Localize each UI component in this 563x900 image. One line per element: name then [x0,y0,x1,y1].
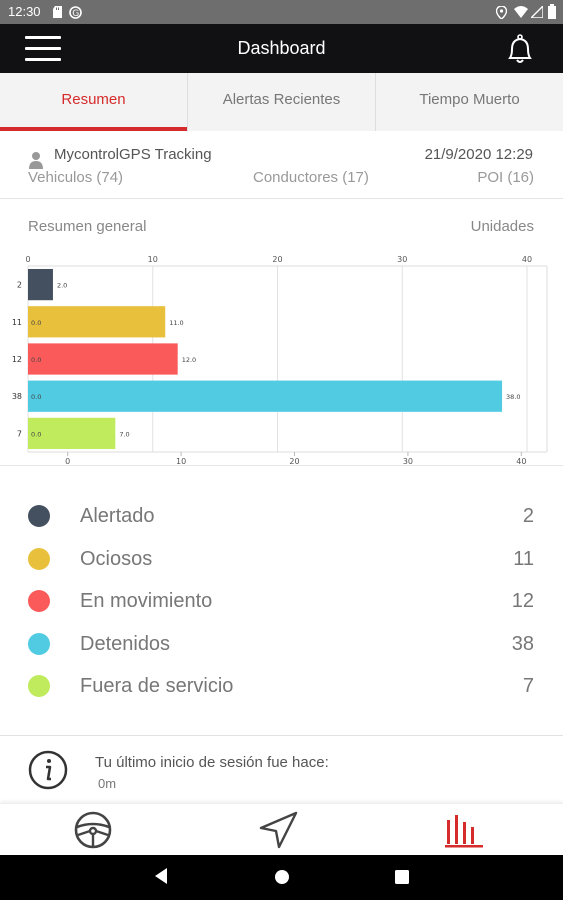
menu-icon-bar [25,58,61,61]
bottom-nav [0,803,563,855]
divider [0,465,563,466]
info-icon [28,750,68,790]
cellular-signal-icon [531,6,543,18]
top-axis-tick-label: 10 [148,255,158,264]
notifications-button[interactable] [503,32,537,66]
top-axis-tick-label: 20 [272,255,282,264]
legend-dot [28,590,50,612]
nav-drivers[interactable] [71,810,115,850]
nav-map[interactable] [257,810,301,850]
company-name: MycontrolGPS Tracking [54,146,212,163]
legend-value: 12 [511,590,534,612]
top-axis-tick-label: 0 [25,255,30,264]
bar-inner-label: 0.0 [31,319,41,327]
bar-value-label: 7.0 [119,430,129,438]
tab-alertas-recientes[interactable]: Alertas Recientes [188,73,376,131]
category-label: 12 [12,355,22,364]
bottom-axis-tick-label: 10 [176,457,186,466]
drivers-count: Conductores (17) [253,169,369,186]
recent-apps-icon[interactable] [395,870,409,884]
bottom-axis-tick-label: 40 [516,457,526,466]
bar-value-label: 11.0 [169,319,183,327]
last-login-value: 0m [98,776,117,791]
bar-inner-label: 0.0 [31,356,41,364]
bar-value-label: 12.0 [182,356,196,364]
status-time: 12:30 [8,4,41,19]
legend-dot [28,547,50,570]
wifi-icon [514,6,528,18]
legend-row-en-movimiento[interactable]: En movimiento 12 [0,580,563,623]
bar-chart-icon [445,815,483,848]
home-icon[interactable] [274,869,290,885]
legend-value: 11 [513,547,534,570]
tab-resumen[interactable]: Resumen [0,73,188,131]
legend-label: En movimiento [80,590,213,612]
menu-icon [25,36,61,39]
legend-value: 38 [511,632,534,655]
bottom-axis-tick-label: 30 [403,457,413,466]
chart-bar [28,380,503,412]
app-header: Dashboard [0,24,563,73]
page-title: Dashboard [237,38,326,58]
svg-text:G: G [72,9,79,19]
tab-tiempo-muerto[interactable]: Tiempo Muerto [419,91,520,108]
chart-bar [28,306,166,338]
legend-row-detenidos[interactable]: Detenidos 38 [0,623,563,666]
legend-value: 7 [522,675,534,697]
bottom-axis-tick-label: 0 [65,457,70,466]
legend-dot [28,675,50,697]
last-update-datetime: 21/9/2020 12:29 [424,146,533,163]
menu-icon-bar [25,47,61,50]
menu-button[interactable] [25,34,61,62]
tab-bar: Resumen Alertas Recientes Tiempo Muerto [0,73,563,131]
sd-card-icon [53,6,62,18]
back-icon[interactable] [153,867,169,885]
poi-count: POI (16) [477,169,534,186]
legend-label: Detenidos [80,632,171,655]
steering-wheel-icon [74,811,112,849]
chart-bar [28,268,53,301]
sync-icon: G [69,6,82,19]
navigation-arrow-icon [259,811,298,849]
category-label: 38 [12,392,22,401]
legend-dot [28,632,50,655]
location-icon [496,6,507,19]
top-axis-tick-label: 30 [397,255,407,264]
chart-bar [28,343,178,375]
legend-label: Fuera de servicio [80,675,234,697]
chart-bar [28,417,116,450]
status-legend: Alertado 2 Ociosos 11 En movimiento 12 D… [0,495,563,708]
user-icon [29,152,43,169]
legend-value: 2 [522,505,534,527]
chart-title: Resumen general [28,218,147,235]
category-label: 11 [12,318,22,327]
category-label: 7 [17,429,22,438]
bar-inner-label: 0.0 [31,393,41,401]
legend-dot [28,505,50,527]
chart-unit-label: Unidades [470,218,534,235]
bar-value-label: 38.0 [506,393,520,401]
bar-inner-label: 0.0 [31,430,41,438]
legend-row-ociosos[interactable]: Ociosos 11 [0,538,563,581]
last-login-label: Tu último inicio de sesión fue hace: [95,754,329,771]
bar-value-label: 2.0 [57,282,67,290]
legend-label: Ociosos [80,547,153,570]
session-info: Tu último inicio de sesión fue hace: 0m [0,735,563,803]
status-bar: 12:30 G [0,0,563,24]
vehicles-count: Vehiculos (74) [28,169,124,186]
legend-label: Alertado [80,505,155,527]
top-axis-tick-label: 40 [522,255,532,264]
system-nav-bar [0,855,563,900]
bell-icon [508,34,532,63]
category-label: 2 [17,281,22,290]
nav-dashboard[interactable] [443,810,487,850]
account-info: MycontrolGPS Tracking 21/9/2020 12:29 Ve… [0,131,563,199]
legend-row-fuera-de-servicio[interactable]: Fuera de servicio 7 [0,665,563,708]
summary-bar-chart: 0 10 20 30 40 2 2.0 11 11.0 0.0 12 12.0 0.0 38 38.0 0.0… [12,255,548,466]
legend-row-alertado[interactable]: Alertado 2 [0,495,563,538]
bottom-axis-tick-label: 20 [289,457,299,466]
battery-icon [548,4,556,19]
